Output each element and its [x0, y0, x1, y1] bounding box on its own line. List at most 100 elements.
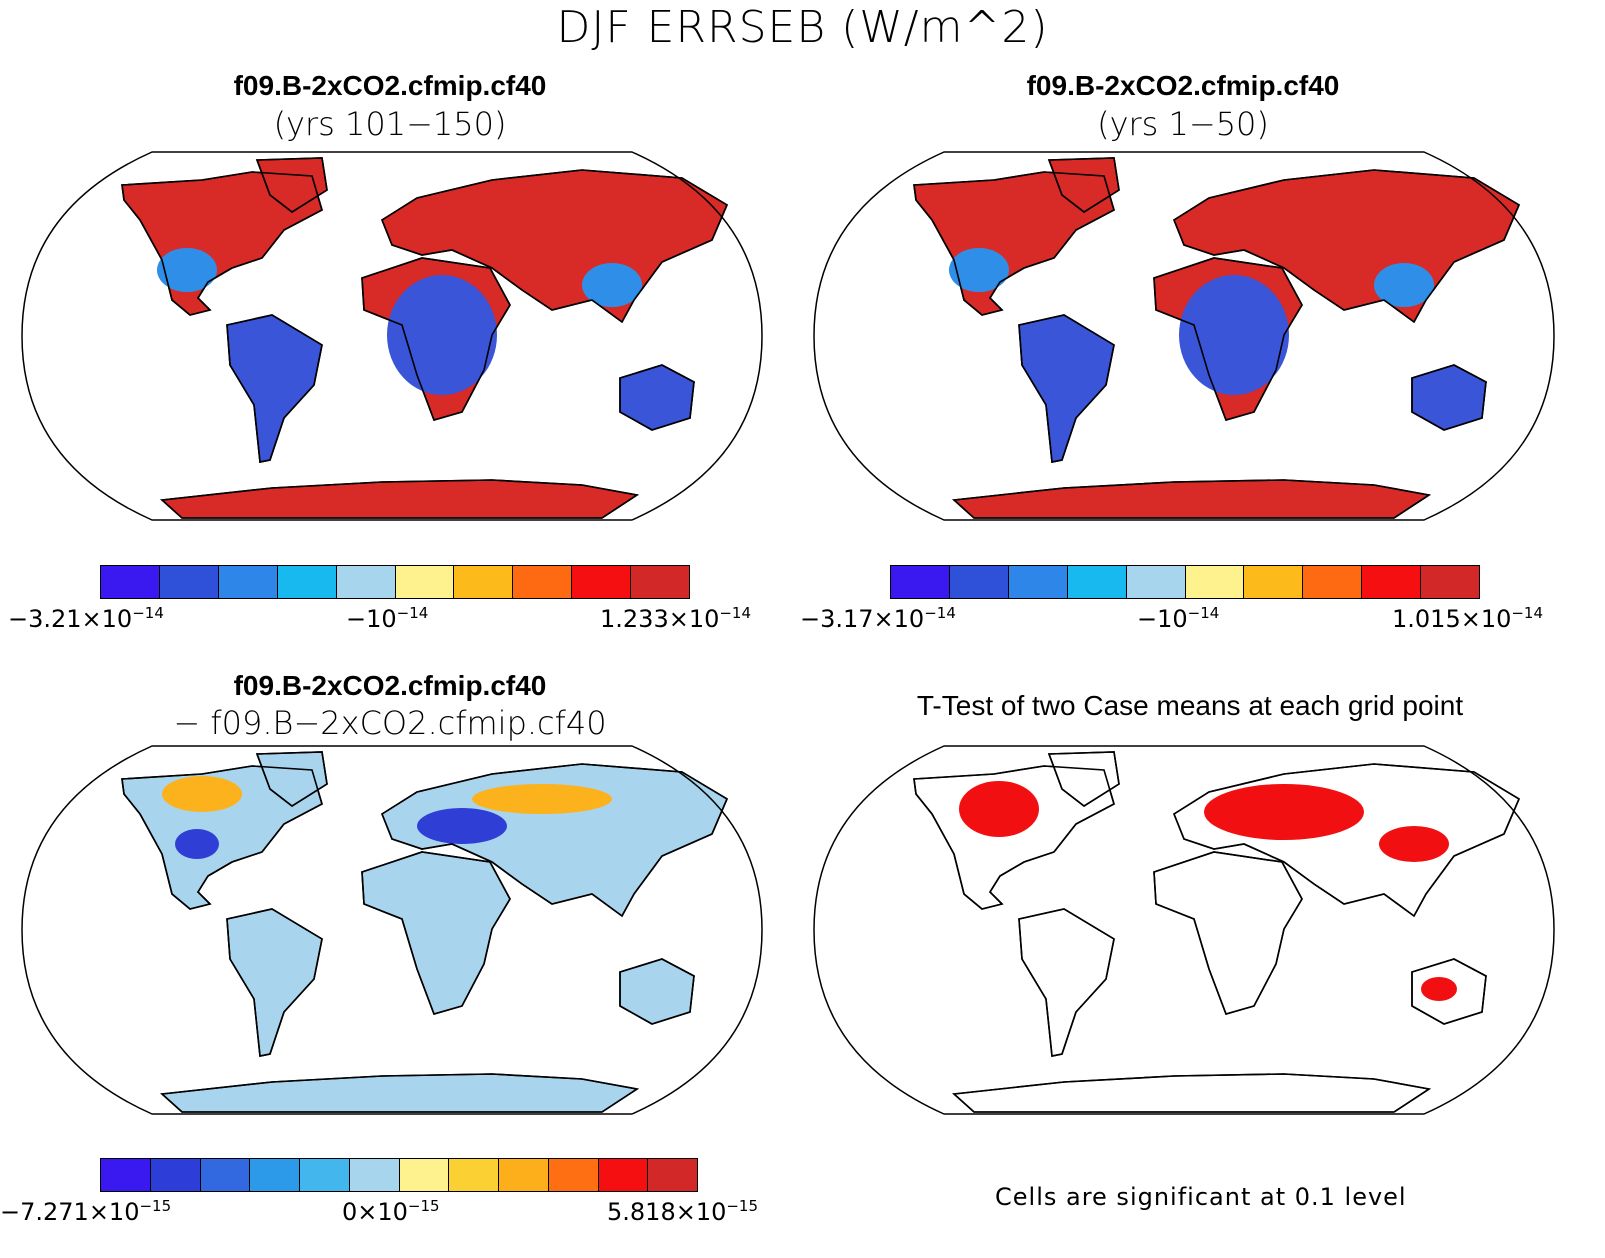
coastline-greenland — [255, 157, 328, 213]
south-asia-mid-region — [582, 263, 642, 307]
coastline-eurasia — [381, 169, 729, 324]
north-america-significant-region — [959, 781, 1039, 837]
colorbar-swatch — [349, 1159, 400, 1191]
panel2-map — [813, 151, 1555, 521]
colorbar-swatch — [1421, 566, 1480, 598]
colorbar-swatch — [277, 566, 337, 598]
colorbar-swatch — [449, 1159, 499, 1191]
panel3-colorbar-label-mid: 0×10−15 — [342, 1197, 440, 1226]
panel4-map — [813, 745, 1555, 1115]
us-cold-anomaly — [175, 829, 219, 859]
panel2-colorbar-label-max: 1.015×10−14 — [1392, 604, 1544, 633]
coastline-australia — [619, 958, 695, 1025]
south-asia-mid-region — [1374, 263, 1434, 307]
coastline-north-america — [121, 171, 323, 316]
coastline-south-america — [226, 314, 323, 463]
us-south-mid-region — [157, 248, 217, 292]
colorbar-swatch — [1185, 566, 1245, 598]
coastline-antarctica — [160, 1073, 640, 1113]
panel3-subtitle: − f09.B−2xCO2.cfmip.cf40 — [173, 704, 607, 742]
east-asia-significant-region — [1379, 826, 1449, 862]
coastline-north-america — [121, 765, 323, 910]
colorbar-swatch — [336, 566, 396, 598]
coastline-antarctica — [952, 1073, 1432, 1113]
colorbar-swatch — [300, 1159, 350, 1191]
map-outline — [813, 745, 1555, 1115]
colorbar-swatch — [200, 1159, 251, 1191]
coastline-africa — [1153, 257, 1303, 421]
coastline-antarctica — [952, 479, 1432, 519]
coastline-antarctica — [160, 479, 640, 519]
coastline-eurasia — [381, 763, 729, 918]
coastline-africa — [1153, 851, 1303, 1015]
coastline-eurasia — [1173, 169, 1521, 324]
panel1-colorbar-label-mid: −10−14 — [346, 604, 429, 633]
panel4-title: T-Test of two Case means at each grid po… — [916, 690, 1464, 721]
coastline-africa — [361, 851, 511, 1015]
colorbar-swatch — [891, 566, 950, 598]
panel2-colorbar — [890, 565, 1480, 599]
canada-warm-anomaly — [162, 776, 242, 812]
coastline-australia — [1411, 958, 1487, 1025]
colorbar-swatch — [648, 1159, 697, 1191]
colorbar-swatch — [499, 1159, 549, 1191]
colorbar-swatch — [548, 1159, 599, 1191]
coastline-greenland — [1047, 751, 1120, 807]
colorbar-swatch — [218, 566, 278, 598]
eurasia-significant-region — [1204, 784, 1364, 840]
coastline-africa — [361, 257, 511, 421]
colorbar-swatch — [399, 1159, 450, 1191]
colorbar-swatch — [101, 1159, 151, 1191]
colorbar-swatch — [101, 566, 160, 598]
us-south-mid-region — [949, 248, 1009, 292]
significance-note: Cells are significant at 0.1 level — [995, 1183, 1407, 1211]
colorbar-swatch — [150, 1159, 201, 1191]
colorbar-swatch — [949, 566, 1009, 598]
colorbar-swatch — [572, 566, 632, 598]
coastline-australia — [619, 364, 695, 431]
colorbar-swatch — [1008, 566, 1068, 598]
colorbar-swatch — [395, 566, 455, 598]
colorbar-swatch — [454, 566, 514, 598]
panel1-title: f09.B-2xCO2.cfmip.cf40 — [233, 70, 547, 101]
panel1-colorbar — [100, 565, 690, 599]
coastline-greenland — [255, 751, 328, 807]
coastline-north-america — [913, 765, 1115, 910]
map-outline — [21, 745, 763, 1115]
coastline-eurasia — [1173, 763, 1521, 918]
coastline-australia — [1411, 364, 1487, 431]
colorbar-swatch — [513, 566, 573, 598]
panel3-colorbar — [100, 1158, 698, 1192]
colorbar-swatch — [1067, 566, 1127, 598]
colorbar-swatch — [631, 566, 690, 598]
coastline-south-america — [1018, 908, 1115, 1057]
europe-cold-anomaly — [417, 808, 507, 844]
coastline-greenland — [1047, 157, 1120, 213]
figure-title: DJF ERRSEB (W/m^2) — [556, 2, 1049, 53]
colorbar-swatch — [1126, 566, 1186, 598]
panel2-colorbar-label-min: −3.17×10−14 — [800, 604, 956, 633]
coastline-north-america — [913, 171, 1115, 316]
panel2-title: f09.B-2xCO2.cfmip.cf40 — [1026, 70, 1340, 101]
colorbar-swatch — [1362, 566, 1422, 598]
panel1-subtitle: (yrs 101−150) — [273, 105, 507, 143]
colorbar-swatch — [159, 566, 219, 598]
colorbar-swatch — [598, 1159, 649, 1191]
panel3-colorbar-label-max: 5.818×10−15 — [607, 1197, 759, 1226]
coastline-south-america — [226, 908, 323, 1057]
coastline-south-america — [1018, 314, 1115, 463]
colorbar-swatch — [250, 1159, 300, 1191]
australia-significant-region — [1421, 977, 1457, 1001]
panel3-title: f09.B-2xCO2.cfmip.cf40 — [233, 670, 547, 701]
panel1-colorbar-label-max: 1.233×10−14 — [600, 604, 752, 633]
panel2-colorbar-label-mid: −10−14 — [1137, 604, 1220, 633]
panel3-colorbar-label-min: −7.271×10−15 — [0, 1197, 172, 1226]
siberia-warm-anomaly — [472, 784, 612, 814]
map-outline — [813, 151, 1555, 521]
panel1-map — [21, 151, 763, 521]
panel2-subtitle: (yrs 1−50) — [1097, 105, 1269, 143]
panel3-map — [21, 745, 763, 1115]
panel1-colorbar-label-min: −3.21×10−14 — [8, 604, 164, 633]
colorbar-swatch — [1244, 566, 1304, 598]
map-outline — [21, 151, 763, 521]
